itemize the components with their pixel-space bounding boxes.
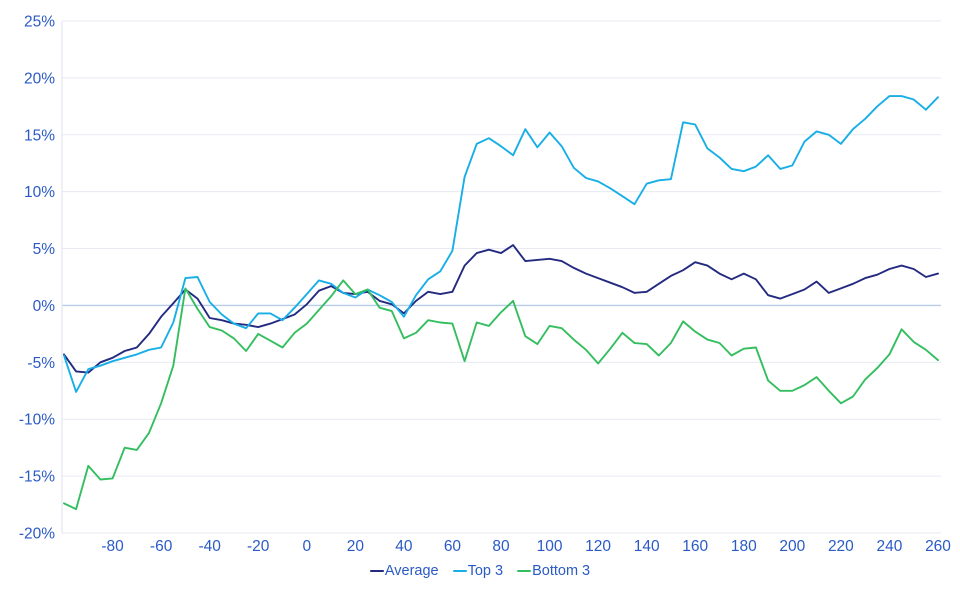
x-tick-label: 40: [395, 538, 413, 555]
x-tick-label: -20: [247, 538, 270, 555]
legend-label-bottom3: Bottom 3: [532, 563, 591, 579]
chart-legend: Average Top 3 Bottom 3: [0, 563, 960, 579]
x-tick-label: 60: [444, 538, 462, 555]
y-tick-label: 20%: [24, 70, 55, 87]
x-tick-label: 80: [492, 538, 510, 555]
legend-item-average: Average: [369, 563, 439, 579]
y-tick-label: 0%: [33, 298, 56, 315]
x-tick-label: 140: [634, 538, 660, 555]
x-tick-label: 160: [682, 538, 708, 555]
legend-item-bottom3: Bottom 3: [517, 563, 590, 579]
x-tick-label: 180: [731, 538, 757, 555]
top3-line-swatch-icon: [452, 569, 467, 573]
series-line-average: [63, 244, 939, 374]
y-tick-label: -20%: [19, 526, 55, 543]
x-tick-label: 120: [585, 538, 611, 555]
y-tick-label: 15%: [24, 127, 55, 144]
x-tick-label: -40: [198, 538, 221, 555]
x-tick-label: -80: [101, 538, 124, 555]
legend-item-top3: Top 3: [452, 563, 504, 579]
bottom3-line-swatch-icon: [517, 569, 532, 573]
legend-label-average: Average: [384, 563, 439, 579]
x-tick-label: -60: [150, 538, 173, 555]
x-tick-label: 100: [537, 538, 563, 555]
y-tick-label: -5%: [27, 355, 55, 372]
average-line-swatch-icon: [369, 569, 384, 573]
x-tick-label: 0: [302, 538, 311, 555]
series-line-bottom-3: [63, 279, 939, 511]
y-tick-label: -15%: [19, 469, 55, 486]
x-tick-label: 220: [828, 538, 854, 555]
series-line-top-3: [63, 95, 939, 393]
y-tick-label: -10%: [19, 412, 55, 429]
legend-label-top3: Top 3: [467, 563, 504, 579]
y-tick-label: 10%: [24, 184, 55, 201]
y-tick-label: 25%: [24, 14, 55, 31]
y-tick-label: 5%: [33, 241, 56, 258]
x-tick-label: 200: [779, 538, 805, 555]
x-tick-label: 20: [347, 538, 365, 555]
x-tick-label: 240: [877, 538, 903, 555]
x-tick-label: 260: [925, 538, 951, 555]
